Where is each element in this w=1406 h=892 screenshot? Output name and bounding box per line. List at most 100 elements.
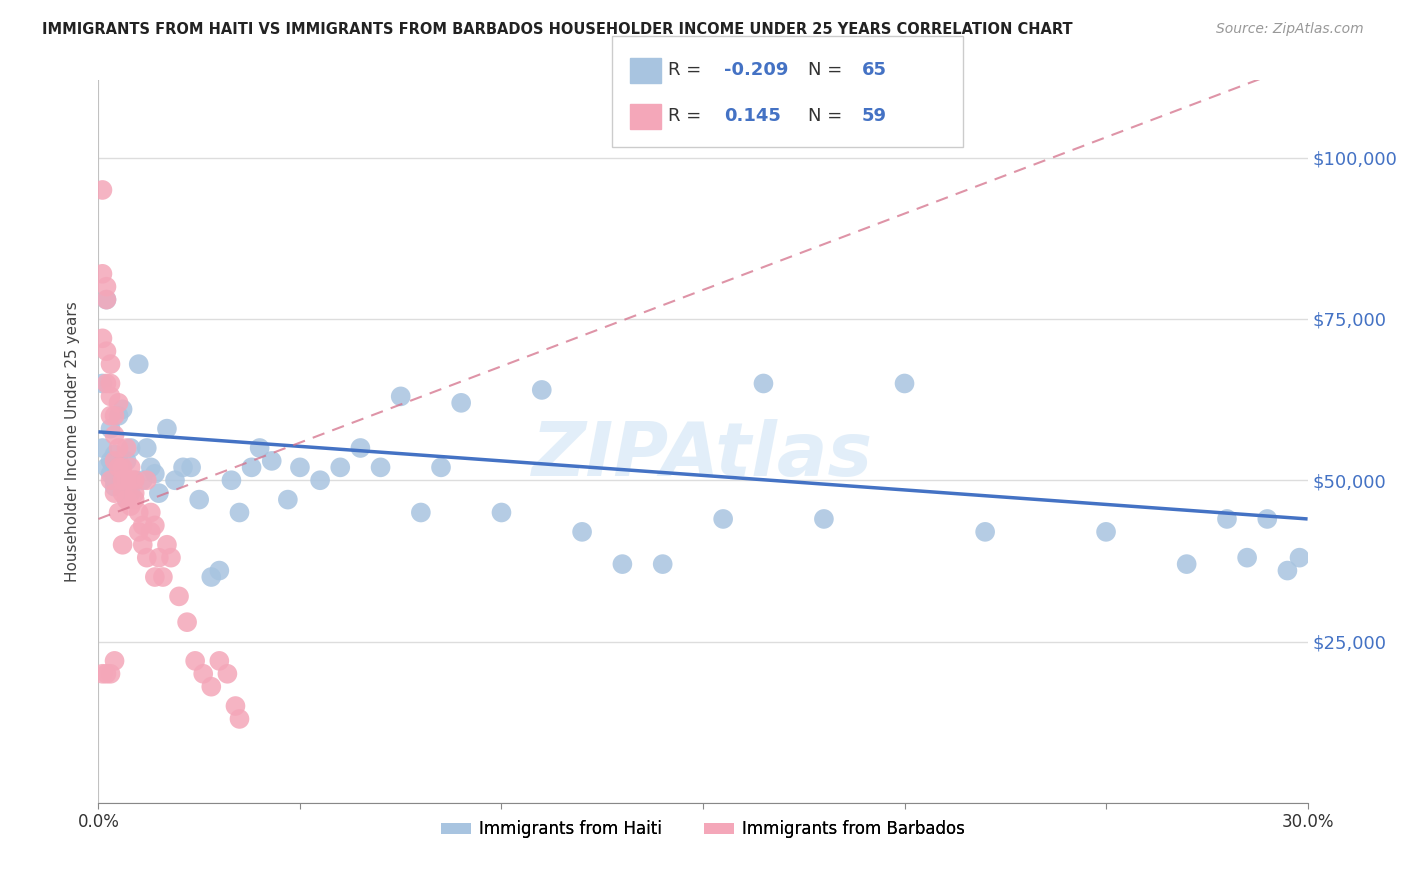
Text: N =: N =: [808, 61, 848, 78]
Point: [96, 293, 118, 307]
Point: [143, 570, 166, 584]
Point: [103, 447, 125, 461]
Point: [120, 486, 142, 500]
Point: [974, 524, 997, 539]
Point: [103, 480, 125, 494]
Point: [124, 473, 146, 487]
Point: [132, 473, 155, 487]
Point: [111, 486, 134, 500]
Point: [103, 486, 125, 500]
Point: [288, 460, 311, 475]
Point: [132, 538, 155, 552]
Text: 59: 59: [862, 107, 887, 125]
Point: [612, 557, 634, 571]
Point: [409, 506, 432, 520]
Point: [221, 473, 243, 487]
Point: [156, 538, 179, 552]
Point: [115, 492, 138, 507]
Point: [103, 454, 125, 468]
Point: [124, 473, 146, 487]
Point: [103, 428, 125, 442]
Point: [200, 680, 222, 694]
Point: [107, 506, 129, 520]
Point: [135, 441, 157, 455]
Point: [139, 506, 162, 520]
Point: [752, 376, 775, 391]
Point: [1277, 564, 1299, 578]
Point: [143, 467, 166, 481]
Point: [172, 460, 194, 475]
Text: 0.145: 0.145: [724, 107, 780, 125]
Point: [96, 460, 118, 475]
Point: [139, 460, 162, 475]
Text: -0.209: -0.209: [724, 61, 789, 78]
Point: [160, 550, 183, 565]
Text: ZIPAtlas: ZIPAtlas: [533, 419, 873, 492]
Point: [163, 473, 186, 487]
Point: [107, 409, 129, 423]
Point: [389, 389, 412, 403]
Point: [228, 506, 250, 520]
Point: [277, 492, 299, 507]
Point: [329, 460, 352, 475]
Point: [107, 460, 129, 475]
Text: Source: ZipAtlas.com: Source: ZipAtlas.com: [1216, 22, 1364, 37]
Text: R =: R =: [668, 61, 707, 78]
Point: [100, 389, 122, 403]
Point: [111, 460, 134, 475]
Point: [91, 331, 114, 345]
Point: [208, 564, 231, 578]
Point: [128, 506, 150, 520]
Point: [1288, 550, 1310, 565]
Legend: Immigrants from Haiti, Immigrants from Barbados: Immigrants from Haiti, Immigrants from B…: [434, 814, 972, 845]
Point: [115, 441, 138, 455]
Point: [224, 699, 246, 714]
Point: [176, 615, 198, 630]
Point: [651, 557, 673, 571]
Point: [1236, 550, 1258, 565]
Point: [124, 486, 146, 500]
Point: [103, 473, 125, 487]
Y-axis label: Householder Income Under 25 years: Householder Income Under 25 years: [65, 301, 80, 582]
Point: [139, 524, 162, 539]
Point: [100, 357, 122, 371]
Point: [103, 409, 125, 423]
Point: [107, 396, 129, 410]
Point: [111, 473, 134, 487]
Point: [96, 279, 118, 293]
Point: [107, 454, 129, 468]
Point: [132, 518, 155, 533]
Point: [1216, 512, 1239, 526]
Point: [156, 422, 179, 436]
Point: [120, 473, 142, 487]
Point: [91, 376, 114, 391]
Point: [430, 460, 453, 475]
Point: [893, 376, 915, 391]
Point: [228, 712, 250, 726]
Point: [188, 492, 211, 507]
Point: [260, 454, 283, 468]
Point: [128, 524, 150, 539]
Point: [349, 441, 371, 455]
Point: [100, 409, 122, 423]
Point: [111, 473, 134, 487]
Point: [1175, 557, 1198, 571]
Point: [96, 666, 118, 681]
Point: [120, 499, 142, 513]
Point: [91, 183, 114, 197]
Point: [491, 506, 513, 520]
Point: [200, 570, 222, 584]
Point: [217, 666, 239, 681]
Point: [530, 383, 553, 397]
Point: [1095, 524, 1118, 539]
Point: [184, 654, 207, 668]
Point: [111, 538, 134, 552]
Point: [711, 512, 734, 526]
Point: [115, 473, 138, 487]
Point: [128, 357, 150, 371]
Point: [91, 441, 114, 455]
Text: IMMIGRANTS FROM HAITI VS IMMIGRANTS FROM BARBADOS HOUSEHOLDER INCOME UNDER 25 YE: IMMIGRANTS FROM HAITI VS IMMIGRANTS FROM…: [42, 22, 1073, 37]
Point: [135, 473, 157, 487]
Point: [152, 570, 174, 584]
Point: [100, 666, 122, 681]
